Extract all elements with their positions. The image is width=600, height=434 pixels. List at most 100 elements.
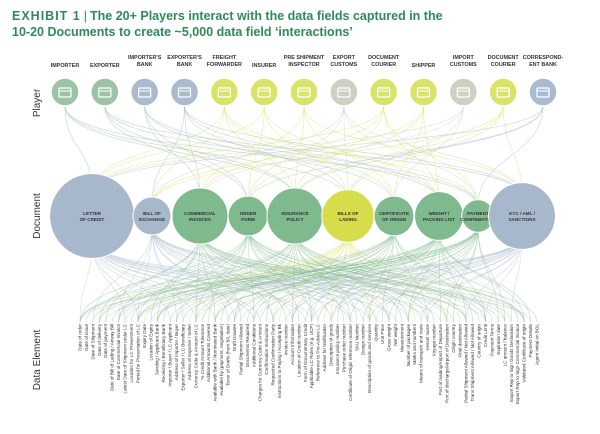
document-element-link: [393, 227, 518, 323]
data-element-label: Tenor of Drafts (from B/L date): [226, 324, 231, 386]
player-node: EXPORT CUSTOMS: [329, 55, 359, 107]
player-document-link: [477, 105, 544, 207]
data-element-label: Description of goods and services: [367, 323, 372, 393]
data-element-label: Gross weight: [386, 323, 391, 351]
player-document-link: [294, 105, 385, 200]
data-element-label: % Credit Amount Tolerance: [200, 324, 205, 380]
player-document-link: [104, 105, 296, 200]
bank-icon: [177, 87, 192, 98]
document-element-link: [214, 225, 479, 323]
player-circle: [368, 77, 399, 107]
player-document-link: [199, 105, 305, 200]
player-document-link: [104, 105, 440, 202]
document-node: WEIGHT / PACKING LIST: [414, 191, 464, 241]
documents-icon: [377, 87, 391, 98]
document-element-link: [156, 232, 201, 323]
document-element-link: [294, 232, 313, 323]
player-document-link: [383, 105, 440, 202]
data-element-label: Measurement: [399, 323, 404, 352]
bank-icon: [536, 87, 550, 98]
data-element-label: Agent Initial on BOL: [535, 324, 540, 365]
player-circle: [488, 77, 518, 107]
player-circle: [448, 77, 479, 107]
document-element-link: [105, 232, 201, 323]
clipboard-icon: [257, 87, 271, 98]
data-element-label: Location of Credit number: [296, 324, 301, 377]
document-element-link: [234, 230, 440, 323]
player-document-link: [247, 105, 265, 205]
player-document-link: [343, 105, 479, 207]
document-element-link: [438, 230, 531, 323]
data-element-label: Date of payment: [103, 323, 108, 357]
data-element-label: Latest Date of Shipment under LC: [123, 323, 128, 393]
data-element-label: Additional Conditions: [251, 323, 256, 367]
search-document-icon: [337, 87, 351, 98]
document-element-link: [369, 227, 395, 323]
document-circle: [266, 187, 324, 245]
open-box-icon: [496, 87, 510, 98]
data-element-label: Date of Shipment: [90, 323, 95, 359]
document-circle: [373, 195, 415, 237]
document-element-link: [347, 231, 416, 323]
player-circle: [528, 77, 558, 107]
document-element-link: [182, 225, 479, 323]
player-document-link: [393, 105, 424, 205]
document-label: WEIGHT / PACKING LIST: [423, 211, 455, 222]
player-document-link: [383, 105, 479, 207]
document-node: KYC / AML / SANCTIONS: [488, 182, 556, 250]
document-element-link: [195, 227, 395, 323]
player-node: EXPORTER'S BANK: [167, 55, 202, 107]
data-element-label: Currency Code & Amount of LC: [193, 323, 198, 388]
player-node: DOCUMENT COURIER: [488, 55, 519, 107]
data-element-label: Draft Drawee: [232, 324, 237, 352]
row-label-data-element: Data Element: [32, 329, 43, 390]
document-circle: [488, 182, 556, 250]
document-node: BILL OF EXCHANGE: [132, 196, 172, 236]
data-element-label: Invoice number: [283, 324, 288, 356]
document-circle: [227, 195, 269, 237]
document-element-link: [311, 236, 523, 323]
player-document-link: [91, 105, 464, 191]
document-element-link: [79, 227, 395, 323]
player-document-link: [247, 105, 544, 205]
document-element-link: [111, 227, 395, 323]
exhibit-title: EXHIBIT 1 | The 20+ Players interact with …: [12, 8, 592, 40]
document-element-link: [99, 232, 201, 323]
title-line-1: The 20+ Players interact with the data f…: [90, 9, 443, 23]
data-element-label: Exporter / Seller / LC Beneficiary: [180, 323, 185, 390]
player-document-link: [151, 105, 424, 205]
document-label: CERTIFICATE OF ORIGIN: [379, 211, 409, 222]
player-circle: [90, 77, 120, 107]
player-document-link: [144, 105, 201, 200]
player-document-link: [393, 105, 464, 205]
player-document-link: [104, 105, 523, 196]
player-node: FREIGHT FORWARDER: [207, 55, 242, 107]
document-element-link: [124, 230, 440, 323]
data-element-label: Insurance policy number: [335, 324, 340, 375]
player-label: FREIGHT FORWARDER: [207, 55, 242, 68]
document-element-link: [79, 230, 440, 323]
document-circle: [414, 191, 464, 241]
data-element-label: Receiving / Beneficiary Bank: [161, 323, 166, 382]
data-element-label: Vessel name: [425, 324, 430, 351]
data-element-label: SKU Number: [354, 324, 359, 352]
document-circle: [171, 187, 229, 245]
data-element-label: Available with Bank / Nominated Bank: [213, 323, 218, 401]
document-element-link: [347, 231, 390, 323]
document-circle: [49, 173, 135, 259]
data-element-label: Address of Importer / Buyer: [174, 324, 179, 381]
document-element-link: [199, 232, 448, 323]
player-label: PRE SHIPMENT INSPECTOR: [284, 55, 325, 68]
player-node: IMPORTER'S BANK: [128, 55, 162, 107]
data-element-label: Sending / Applicant Bank: [155, 323, 160, 375]
document-label: PAYMENT CONFIRMATION: [460, 211, 496, 222]
player-document-links: [64, 105, 544, 207]
player-document-link: [64, 105, 479, 207]
document-node: COMMERCIAL INVOICES: [171, 187, 229, 245]
document-element-link: [151, 227, 184, 323]
data-element-label: Partial Shipment Allowed / Not Allowed: [464, 324, 469, 403]
data-element-row: Date of order Date of issue Date of Shipme…: [78, 323, 540, 404]
document-element-link: [189, 231, 349, 323]
document-element-link: [79, 227, 249, 323]
